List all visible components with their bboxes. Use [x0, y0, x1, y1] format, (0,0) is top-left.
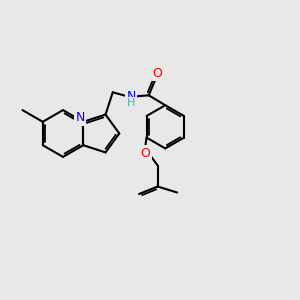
Text: O: O — [141, 147, 151, 160]
Text: O: O — [152, 67, 162, 80]
Text: H: H — [127, 98, 135, 108]
Text: N: N — [76, 111, 85, 124]
Text: N: N — [126, 90, 136, 103]
